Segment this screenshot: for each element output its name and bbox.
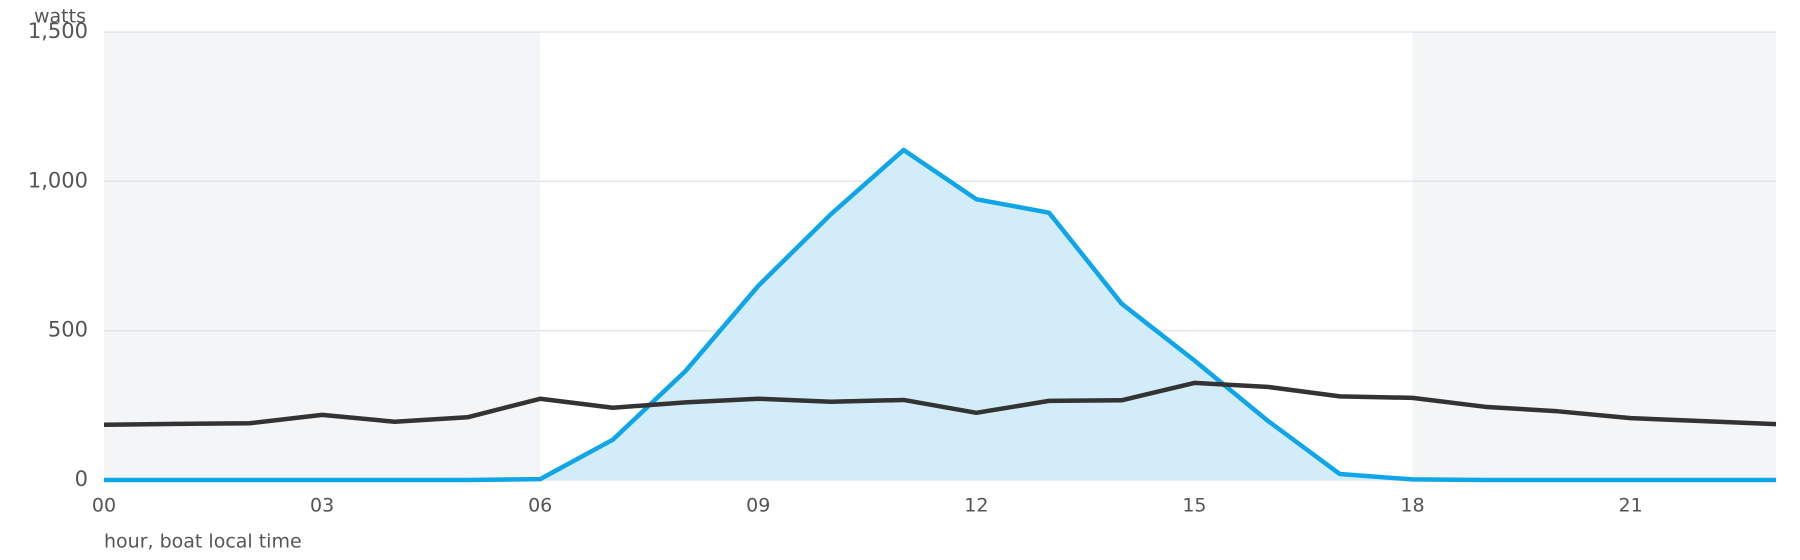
x-axis-label: hour, boat local time xyxy=(104,531,302,553)
x-tick-label: 00 xyxy=(92,495,116,517)
x-tick-label: 18 xyxy=(1400,495,1424,517)
line xyxy=(104,147,1776,483)
x-tick-label: 03 xyxy=(310,495,334,517)
night-shade xyxy=(104,32,541,480)
y-tick-label: 0 xyxy=(75,467,88,491)
y-tick-label: 1,500 xyxy=(28,19,88,43)
x-tick-label: 21 xyxy=(1619,495,1643,517)
x-tick-label: 09 xyxy=(746,495,770,517)
x-tick-label: 12 xyxy=(964,495,988,517)
y-tick-label: 500 xyxy=(48,318,88,342)
y-tick-label: 1,000 xyxy=(28,168,88,192)
area xyxy=(104,149,1776,480)
y-axis-label: watts xyxy=(34,6,86,28)
x-tick-label: 06 xyxy=(528,495,552,517)
x-tick-label: 15 xyxy=(1182,495,1206,517)
line xyxy=(103,380,1777,427)
